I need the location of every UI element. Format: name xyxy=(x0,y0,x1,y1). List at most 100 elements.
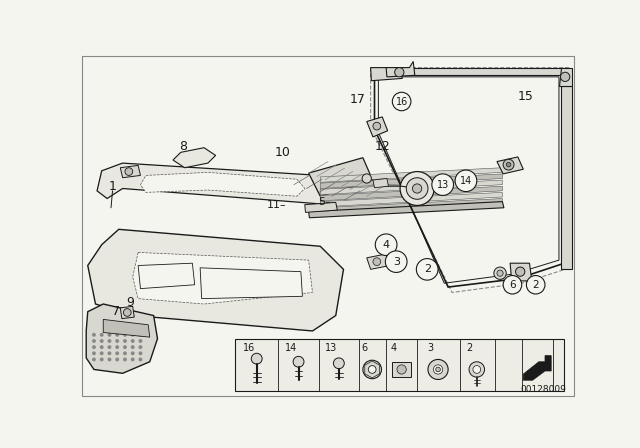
Polygon shape xyxy=(386,61,415,77)
Circle shape xyxy=(131,345,134,349)
Polygon shape xyxy=(320,168,502,182)
Polygon shape xyxy=(524,356,551,380)
Circle shape xyxy=(373,258,381,266)
Circle shape xyxy=(138,345,142,349)
Circle shape xyxy=(92,345,96,349)
Text: 3: 3 xyxy=(428,343,433,353)
Circle shape xyxy=(138,339,142,343)
Polygon shape xyxy=(140,172,305,196)
Circle shape xyxy=(108,351,111,355)
Circle shape xyxy=(469,362,484,377)
Text: 2: 2 xyxy=(466,343,472,353)
Circle shape xyxy=(123,333,127,337)
Text: 16: 16 xyxy=(396,96,408,107)
Circle shape xyxy=(100,339,104,343)
Polygon shape xyxy=(559,68,572,86)
Circle shape xyxy=(108,339,111,343)
Polygon shape xyxy=(138,263,195,289)
Circle shape xyxy=(115,333,119,337)
Polygon shape xyxy=(200,268,303,299)
Circle shape xyxy=(412,184,422,193)
Circle shape xyxy=(395,68,404,77)
Text: 2: 2 xyxy=(532,280,539,290)
Circle shape xyxy=(400,172,434,206)
Text: 11–: 11– xyxy=(268,200,287,210)
Circle shape xyxy=(131,351,134,355)
Circle shape xyxy=(115,345,119,349)
Circle shape xyxy=(428,359,448,379)
Circle shape xyxy=(497,270,503,276)
Polygon shape xyxy=(103,319,150,337)
Polygon shape xyxy=(561,86,572,269)
Polygon shape xyxy=(371,68,403,81)
Circle shape xyxy=(473,366,481,373)
Circle shape xyxy=(455,170,477,192)
Circle shape xyxy=(433,365,443,374)
Polygon shape xyxy=(367,254,390,269)
Circle shape xyxy=(108,358,111,362)
Text: 8: 8 xyxy=(179,140,187,153)
Circle shape xyxy=(436,367,440,372)
Circle shape xyxy=(527,276,545,294)
Polygon shape xyxy=(373,178,388,188)
Text: 6: 6 xyxy=(509,280,516,290)
Circle shape xyxy=(123,345,127,349)
Text: 17: 17 xyxy=(349,94,365,107)
Text: 2: 2 xyxy=(424,264,431,274)
Circle shape xyxy=(417,258,438,280)
Circle shape xyxy=(108,333,111,337)
Circle shape xyxy=(506,162,511,167)
Circle shape xyxy=(138,333,142,337)
Polygon shape xyxy=(132,252,312,304)
Circle shape xyxy=(138,351,142,355)
Text: 13: 13 xyxy=(436,180,449,190)
Text: 00128009: 00128009 xyxy=(520,385,566,394)
Text: 4: 4 xyxy=(383,240,390,250)
Circle shape xyxy=(131,333,134,337)
Text: 6: 6 xyxy=(362,343,367,353)
Polygon shape xyxy=(320,192,502,207)
Polygon shape xyxy=(120,306,134,319)
Text: 10: 10 xyxy=(275,146,291,159)
Polygon shape xyxy=(367,117,388,137)
Polygon shape xyxy=(320,174,502,189)
Polygon shape xyxy=(97,163,328,204)
Text: 5–: 5– xyxy=(318,197,330,207)
Polygon shape xyxy=(497,157,524,174)
Circle shape xyxy=(293,356,304,367)
Circle shape xyxy=(125,168,132,176)
Circle shape xyxy=(432,174,454,195)
Polygon shape xyxy=(510,263,532,281)
Circle shape xyxy=(100,351,104,355)
Polygon shape xyxy=(371,68,570,75)
Polygon shape xyxy=(308,158,373,196)
Circle shape xyxy=(92,358,96,362)
Polygon shape xyxy=(120,165,140,178)
Text: 13: 13 xyxy=(325,343,337,353)
Text: 14: 14 xyxy=(285,343,297,353)
Text: 15: 15 xyxy=(518,90,534,103)
Polygon shape xyxy=(320,186,502,201)
Circle shape xyxy=(123,358,127,362)
Polygon shape xyxy=(320,198,502,213)
Circle shape xyxy=(363,360,381,379)
Circle shape xyxy=(333,358,344,369)
Text: 9: 9 xyxy=(127,296,134,309)
Polygon shape xyxy=(235,339,564,391)
Polygon shape xyxy=(305,202,337,212)
Circle shape xyxy=(131,358,134,362)
Circle shape xyxy=(375,234,397,255)
Circle shape xyxy=(115,358,119,362)
Circle shape xyxy=(138,358,142,362)
Circle shape xyxy=(108,345,111,349)
Circle shape xyxy=(392,92,411,111)
Circle shape xyxy=(406,178,428,199)
Circle shape xyxy=(503,276,522,294)
Circle shape xyxy=(124,309,131,316)
Circle shape xyxy=(503,159,514,170)
Circle shape xyxy=(368,366,376,373)
Circle shape xyxy=(362,174,371,183)
Circle shape xyxy=(494,267,506,280)
Circle shape xyxy=(516,267,525,276)
Circle shape xyxy=(100,345,104,349)
